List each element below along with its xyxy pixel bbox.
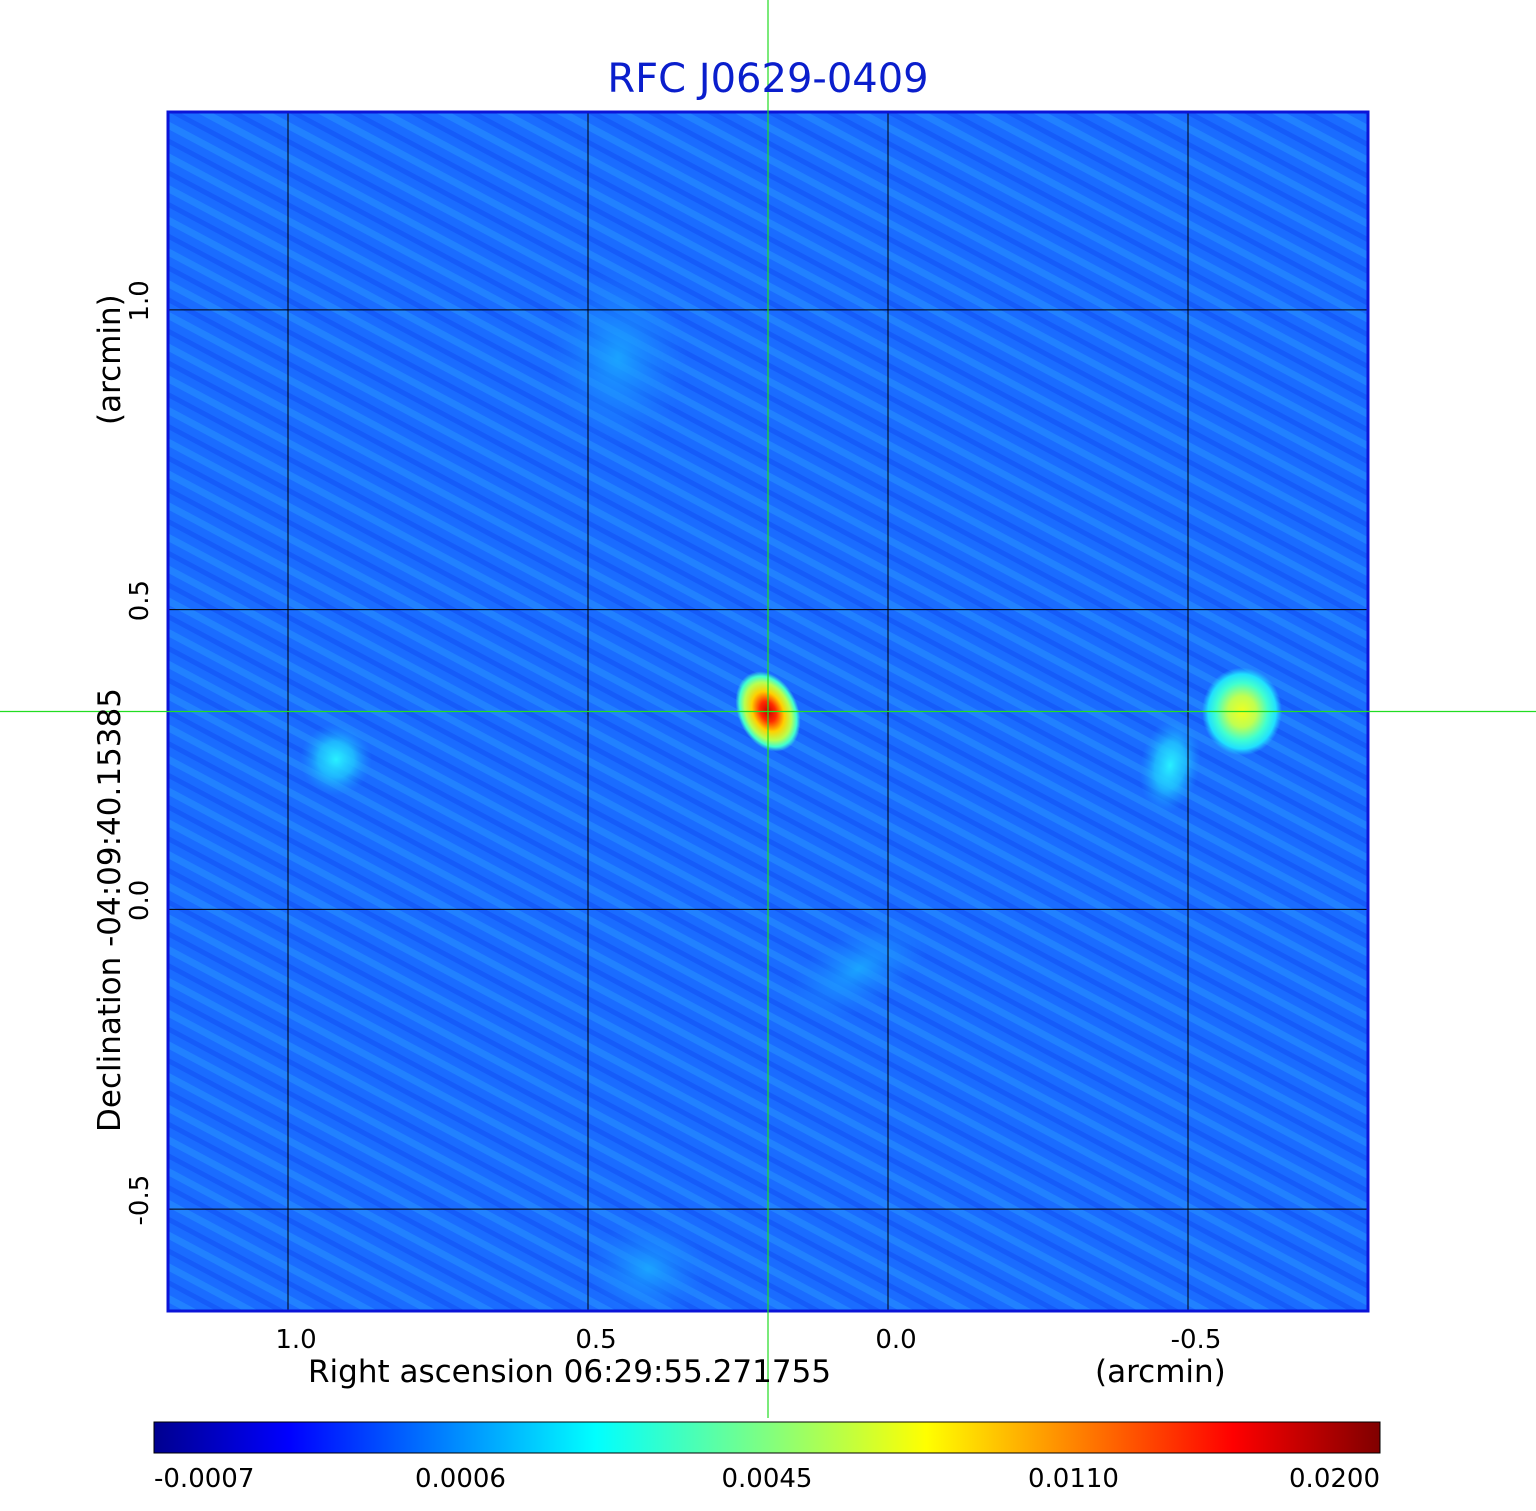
- y-tick-label: 0.0: [125, 880, 155, 921]
- colorbar-tick-label: 0.0110: [1028, 1464, 1119, 1494]
- radio-source-4: [300, 723, 372, 796]
- colorbar-tick-label: 0.0006: [415, 1464, 506, 1494]
- colorbar-tick-label: -0.0007: [154, 1464, 254, 1494]
- x-tick-labels: 1.0 0.5 0.0 -0.5: [275, 1325, 1221, 1355]
- colorbar-gradient: [153, 1421, 1381, 1454]
- y-tick-labels: 1.0 0.5 0.0 -0.5: [125, 280, 155, 1225]
- y-axis-unit: (arcmin): [92, 294, 128, 425]
- radio-source-6: [588, 1219, 708, 1311]
- chart-title: RFC J0629-0409: [607, 56, 928, 102]
- y-axis-label: Declination -04:09:40.15385: [92, 688, 128, 1132]
- x-axis-label: Right ascension 06:29:55.271755: [308, 1354, 831, 1390]
- y-tick-label: 0.5: [125, 580, 155, 621]
- x-tick-label: 1.0: [275, 1325, 316, 1355]
- radio-source-5: [548, 267, 688, 448]
- x-axis-unit: (arcmin): [1095, 1354, 1226, 1390]
- x-tick-label: 0.5: [575, 1325, 616, 1355]
- x-tick-label: 0.0: [875, 1325, 916, 1355]
- radio-source-7: [785, 916, 931, 1023]
- y-tick-label: -0.5: [125, 1175, 155, 1226]
- crosshair: [0, 0, 1536, 1418]
- x-tick-label: -0.5: [1171, 1325, 1222, 1355]
- colorbar-tick-label: 0.0200: [1289, 1464, 1380, 1494]
- radio-source-3: [1139, 717, 1201, 814]
- colorbar-tick-labels: -0.0007 0.0006 0.0045 0.0110 0.0200: [154, 1464, 1380, 1494]
- y-tick-label: 1.0: [125, 280, 155, 321]
- colorbar-tick-label: 0.0045: [722, 1464, 813, 1494]
- colorbar: -0.0007 0.0006 0.0045 0.0110 0.0200: [153, 1421, 1381, 1494]
